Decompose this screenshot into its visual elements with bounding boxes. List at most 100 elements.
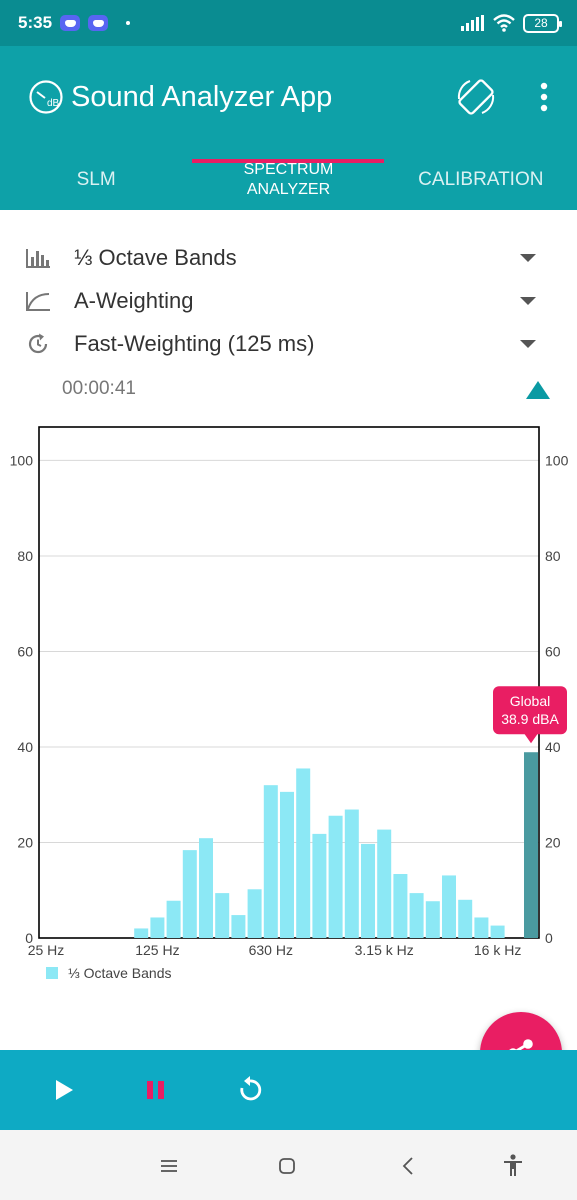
spectrum-bar <box>280 791 294 938</box>
spectrum-bar <box>150 917 165 938</box>
y-tick-label-left: 80 <box>17 548 33 564</box>
playback-toolbar <box>0 1050 577 1130</box>
app-bar: dB Sound Analyzer App SLM SPECTRUM ANALY… <box>0 46 577 210</box>
y-tick-label-right: 80 <box>545 548 561 564</box>
global-callout <box>493 686 567 735</box>
y-tick-label-left: 40 <box>17 739 33 755</box>
spectrum-bar <box>328 815 343 938</box>
play-icon <box>56 1080 73 1100</box>
y-tick-label-right: 100 <box>545 452 569 468</box>
back-chevron-icon <box>402 1157 413 1175</box>
discord-icon <box>60 15 81 31</box>
spectrum-bar <box>474 917 489 938</box>
spectrum-bar <box>231 915 246 938</box>
spectrum-bar <box>182 850 197 938</box>
status-icons: 28 <box>461 13 562 33</box>
battery-icon: 28 <box>523 13 562 33</box>
y-tick-label-left: 60 <box>17 643 33 659</box>
chevron-down-icon <box>520 340 536 348</box>
weighting-selector-label: A-Weighting <box>74 288 194 313</box>
weighting-selector[interactable]: A-Weighting <box>24 281 554 321</box>
spectrum-bar <box>166 900 181 938</box>
accessibility-button[interactable] <box>501 1154 525 1178</box>
x-tick-label: 125 Hz <box>135 942 179 958</box>
spectrum-bar <box>263 785 278 938</box>
y-tick-label-right: 60 <box>545 643 561 659</box>
spectrum-bar <box>393 874 408 938</box>
pause-button[interactable] <box>138 1072 174 1108</box>
y-tick-label-right: 20 <box>545 834 561 850</box>
spectrum-bar <box>377 829 392 938</box>
play-button[interactable] <box>46 1072 82 1108</box>
tab-spectrum-analyzer[interactable]: SPECTRUM ANALYZER <box>243 161 334 198</box>
legend-label: ⅓ Octave Bands <box>68 965 172 981</box>
chevron-down-icon <box>520 297 536 305</box>
accessibility-icon <box>504 1154 522 1176</box>
curve-icon <box>24 287 52 315</box>
back-button[interactable] <box>396 1154 420 1178</box>
discord-icon <box>88 15 109 31</box>
global-level-bar <box>524 752 538 938</box>
screen-rotation-button[interactable] <box>456 77 496 117</box>
tab-calibration[interactable]: CALIBRATION <box>418 169 544 190</box>
status-bar: 5:35 28 <box>0 0 577 46</box>
toolbar: dB Sound Analyzer App <box>0 46 577 150</box>
collapse-triangle-icon[interactable] <box>526 381 550 399</box>
active-tab-indicator <box>192 159 384 163</box>
home-square-icon <box>279 1158 295 1174</box>
spectrum-bar <box>490 925 505 938</box>
reset-button[interactable] <box>232 1072 268 1108</box>
system-nav-bar <box>0 1130 577 1200</box>
tab-bar: SLM SPECTRUM ANALYZER CALIBRATION <box>0 150 577 210</box>
notification-dot-icon <box>126 21 131 25</box>
time-weighting-selector-label: Fast-Weighting (125 ms) <box>74 331 315 356</box>
y-tick-label-right: 40 <box>545 739 561 755</box>
y-tick-label-right: 0 <box>545 930 553 946</box>
tab-slm[interactable]: SLM <box>76 169 116 190</box>
spectrum-bar <box>425 901 440 938</box>
x-tick-label: 3.15 k Hz <box>355 942 414 958</box>
spectrum-chart: 0 0 20 20 40 40 60 60 80 80 100 100 Global 38.9 dBA 25… <box>10 426 569 958</box>
spectrum-bar <box>361 843 375 938</box>
app-logo-icon: dB <box>29 80 63 114</box>
chevron-down-icon <box>520 254 536 262</box>
app-title: Sound Analyzer App <box>71 81 333 113</box>
wifi-icon <box>493 14 515 32</box>
y-tick-label-left: 20 <box>17 834 33 850</box>
status-time: 5:35 <box>18 13 53 32</box>
spectrum-bar <box>215 893 230 938</box>
elapsed-timer: 00:00:41 <box>62 378 136 399</box>
global-callout-value: 38.9 dBA <box>501 711 559 727</box>
spectrum-bar <box>442 875 456 938</box>
bar-chart-icon <box>24 244 52 272</box>
home-button[interactable] <box>275 1154 299 1178</box>
pause-icon <box>147 1081 164 1099</box>
spectrum-bar <box>344 809 359 938</box>
spectrum-bar <box>134 928 149 938</box>
reset-icon <box>240 1076 262 1101</box>
legend-swatch <box>46 967 58 979</box>
x-tick-label: 16 k Hz <box>474 942 521 958</box>
spectrum-bar <box>312 833 327 938</box>
global-callout-pointer <box>524 733 538 744</box>
bands-selector-label: ⅓ Octave Bands <box>74 245 237 270</box>
more-options-icon[interactable] <box>530 80 558 114</box>
spectrum-bar <box>409 893 424 938</box>
global-callout-label: Global <box>510 693 550 709</box>
menu-icon <box>161 1160 177 1172</box>
x-tick-label: 25 Hz <box>28 942 65 958</box>
spectrum-bar <box>199 838 213 938</box>
chart-legend: ⅓ Octave Bands <box>46 965 172 981</box>
time-weighting-selector[interactable]: Fast-Weighting (125 ms) <box>24 324 554 364</box>
signal-icon <box>461 15 484 31</box>
y-tick-label-left: 0 <box>25 930 33 946</box>
y-tick-label-left: 100 <box>10 452 34 468</box>
bands-selector[interactable]: ⅓ Octave Bands <box>24 238 554 278</box>
refresh-clock-icon <box>24 330 52 358</box>
recents-button[interactable] <box>157 1154 181 1178</box>
svg-text:dB: dB <box>47 98 60 109</box>
spectrum-bar <box>296 768 311 938</box>
spectrum-bar <box>247 889 262 938</box>
spectrum-bar <box>458 899 473 938</box>
